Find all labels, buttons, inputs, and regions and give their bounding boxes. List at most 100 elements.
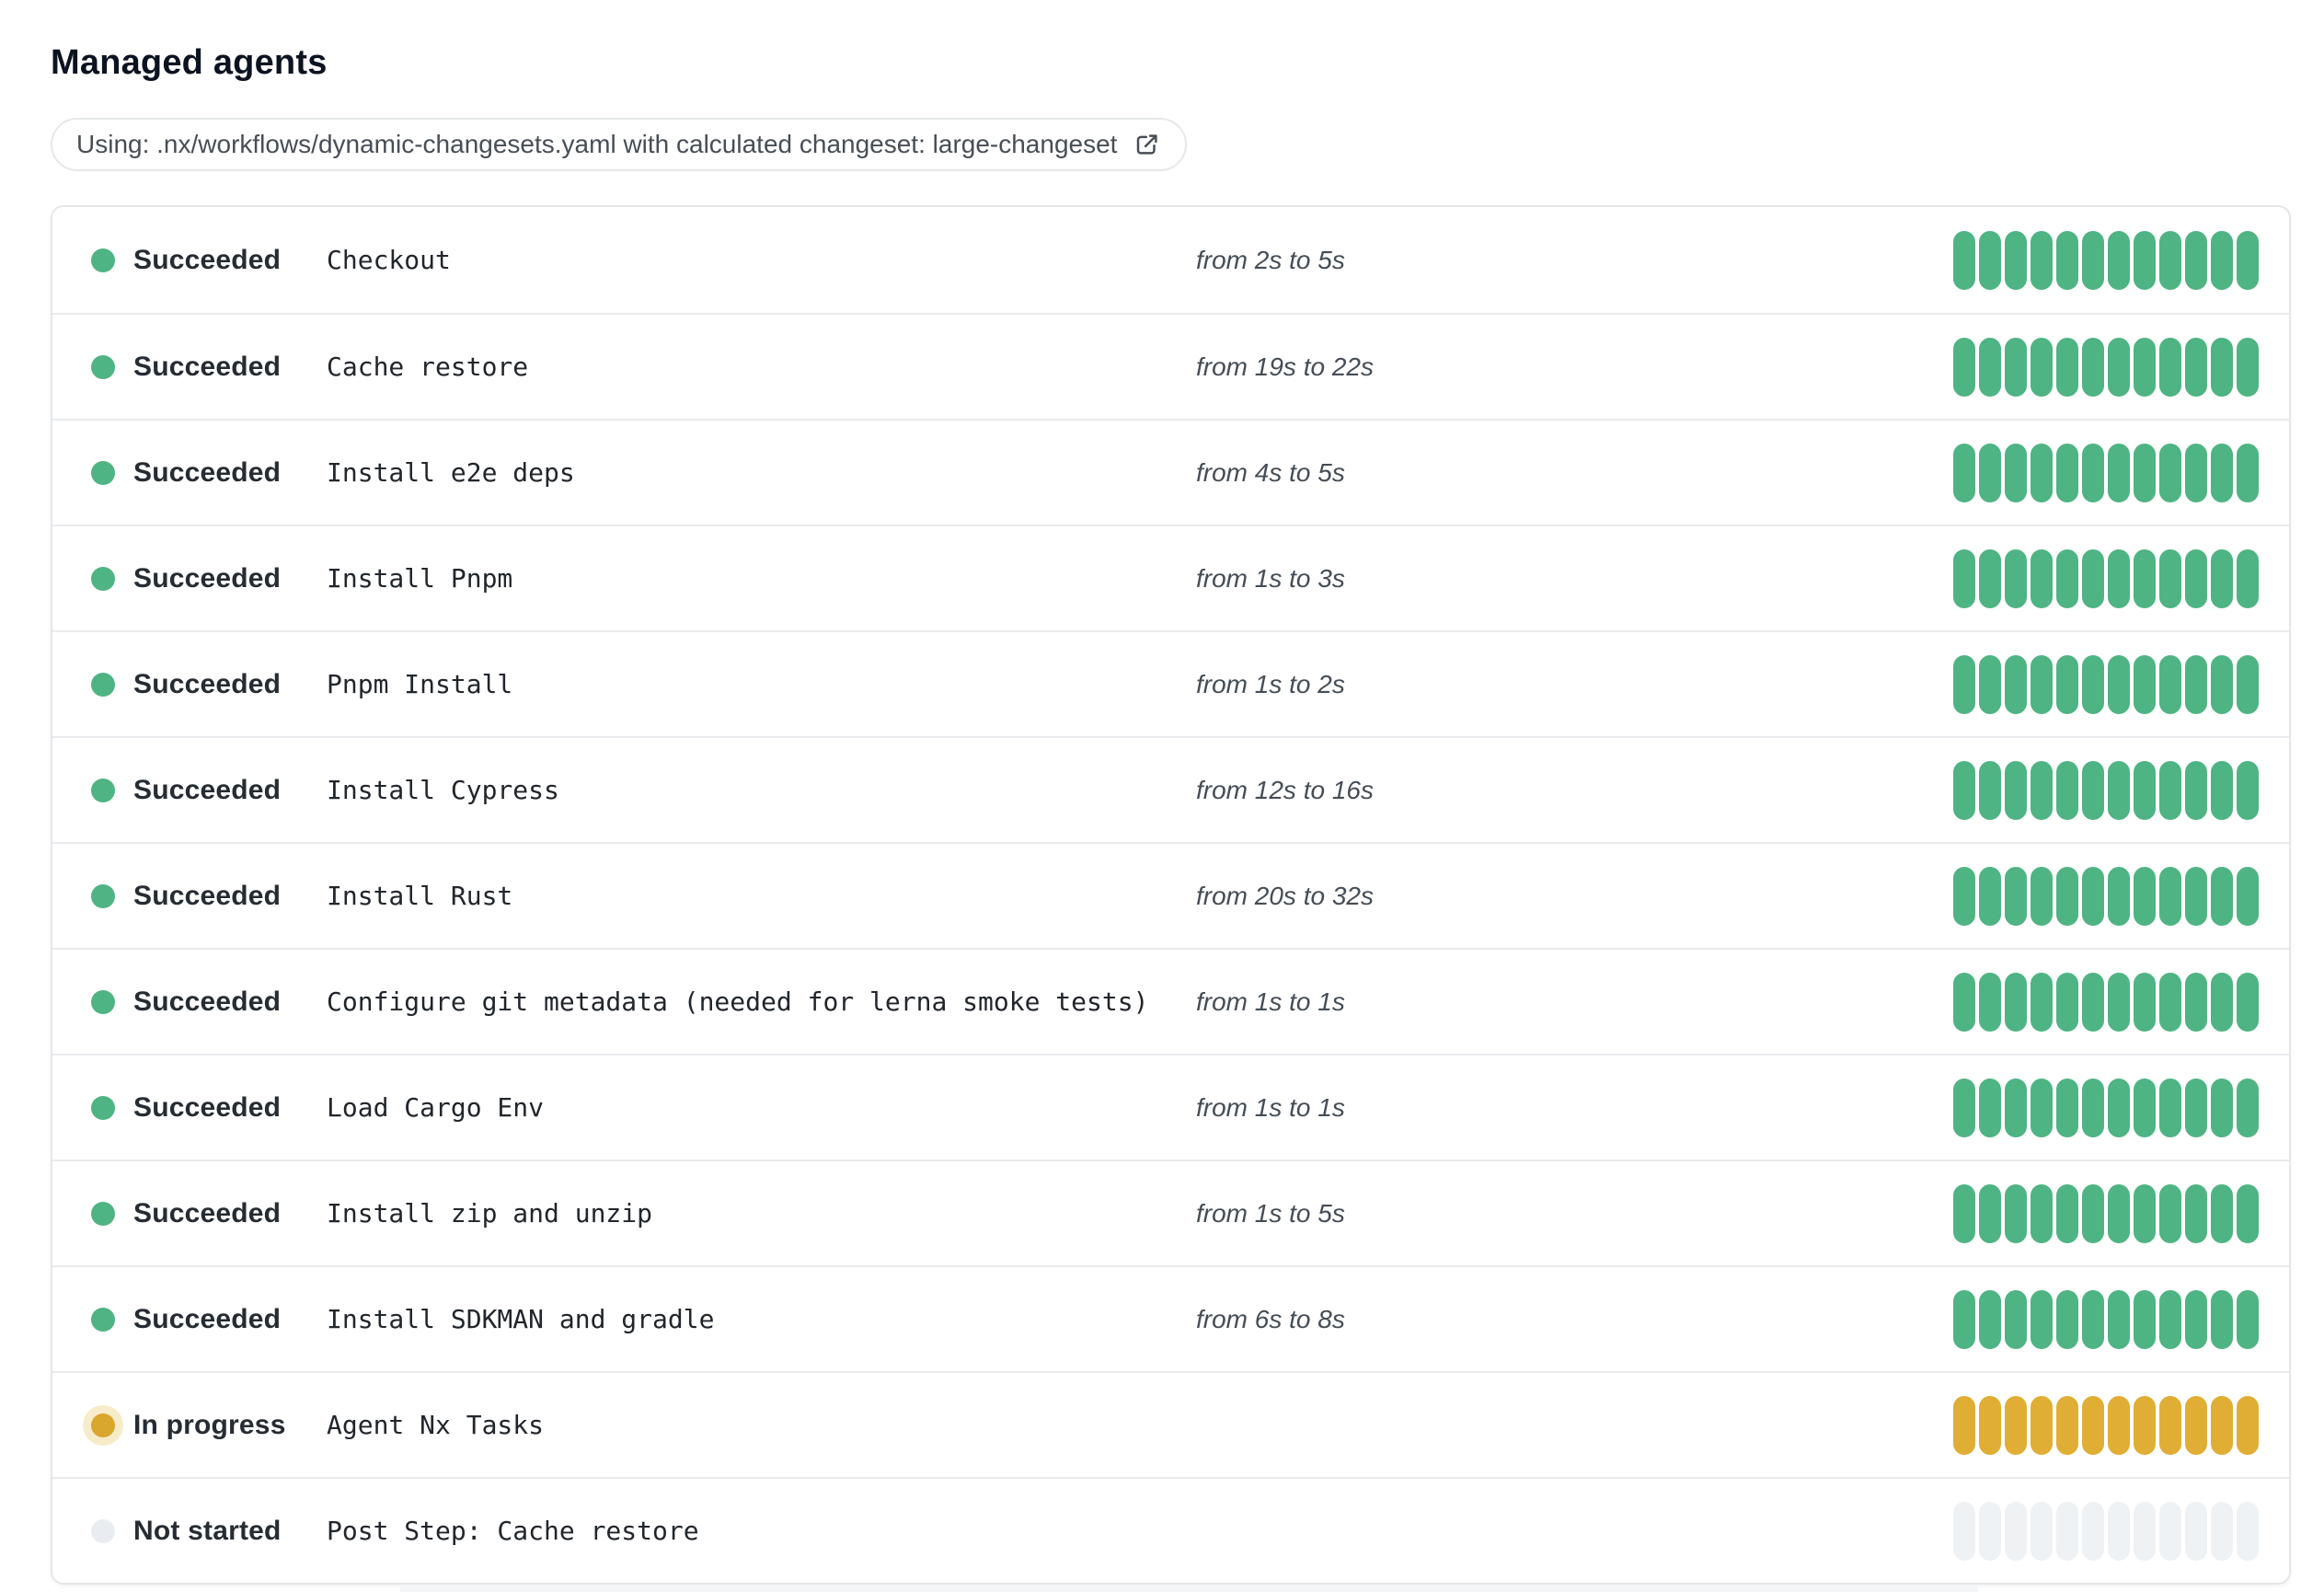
agent-segment[interactable] <box>2005 548 2027 608</box>
agent-segment[interactable] <box>2185 1078 2207 1137</box>
agent-segment[interactable] <box>2211 1078 2233 1137</box>
agent-segment[interactable] <box>2108 760 2130 820</box>
agent-segment[interactable] <box>2082 972 2104 1032</box>
agent-segment[interactable] <box>2031 866 2053 926</box>
agent-segment[interactable] <box>1979 760 2001 820</box>
agent-segment[interactable] <box>2237 443 2259 502</box>
agent-segment[interactable] <box>2056 443 2078 502</box>
agent-segment[interactable] <box>2134 443 2156 502</box>
agent-segment[interactable] <box>2159 760 2181 820</box>
agent-segment[interactable] <box>2056 1289 2078 1349</box>
agent-segment[interactable] <box>2082 654 2104 714</box>
agent-segment[interactable] <box>1953 1501 1975 1561</box>
agent-segment[interactable] <box>2237 230 2259 290</box>
agent-segment[interactable] <box>2159 1395 2181 1455</box>
agent-segment[interactable] <box>2056 760 2078 820</box>
agent-segment[interactable] <box>1953 1395 1975 1455</box>
agent-segment[interactable] <box>1953 760 1975 820</box>
agent-segment[interactable] <box>2056 337 2078 397</box>
agent-segment[interactable] <box>1953 654 1975 714</box>
agent-segment[interactable] <box>2159 230 2181 290</box>
agent-segment[interactable] <box>2108 230 2130 290</box>
agent-segment[interactable] <box>2108 654 2130 714</box>
agent-segment[interactable] <box>2211 1501 2233 1561</box>
agent-segment[interactable] <box>2159 337 2181 397</box>
step-row[interactable]: Succeeded Install zip and unzip from 1s … <box>52 1159 2289 1265</box>
agent-segment[interactable] <box>2082 1289 2104 1349</box>
agent-segment[interactable] <box>2056 654 2078 714</box>
agent-segment[interactable] <box>2005 1078 2027 1137</box>
agent-segment[interactable] <box>2108 866 2130 926</box>
agent-segment[interactable] <box>2108 1395 2130 1455</box>
agent-segment[interactable] <box>2108 337 2130 397</box>
step-row[interactable]: Succeeded Cache restore from 19s to 22s <box>52 313 2289 419</box>
agent-segment[interactable] <box>2185 337 2207 397</box>
agent-segment[interactable] <box>2031 972 2053 1032</box>
step-row[interactable]: Succeeded Install Cypress from 12s to 16… <box>52 736 2289 842</box>
step-row[interactable]: Succeeded Install SDKMAN and gradle from… <box>52 1265 2289 1371</box>
agent-segment[interactable] <box>2108 548 2130 608</box>
agent-segment[interactable] <box>2159 1289 2181 1349</box>
agent-segment[interactable] <box>2159 443 2181 502</box>
agent-segment[interactable] <box>2056 548 2078 608</box>
agent-segment[interactable] <box>1953 1183 1975 1243</box>
agent-segment[interactable] <box>2056 972 2078 1032</box>
agent-segment[interactable] <box>1979 1183 2001 1243</box>
agent-segment[interactable] <box>1979 1395 2001 1455</box>
agent-segment[interactable] <box>2056 1395 2078 1455</box>
agent-segment[interactable] <box>1953 337 1975 397</box>
agent-segment[interactable] <box>2237 337 2259 397</box>
agent-segment[interactable] <box>2237 1078 2259 1137</box>
agent-segment[interactable] <box>2237 1395 2259 1455</box>
agent-segment[interactable] <box>2237 760 2259 820</box>
agent-segment[interactable] <box>2082 760 2104 820</box>
agent-segment[interactable] <box>1953 548 1975 608</box>
agent-segment[interactable] <box>2237 1183 2259 1243</box>
workflow-source-pill[interactable]: Using: .nx/workflows/dynamic-changesets.… <box>51 118 1188 171</box>
agent-segment[interactable] <box>2005 1289 2027 1349</box>
agent-segment[interactable] <box>2005 1501 2027 1561</box>
agent-segment[interactable] <box>1979 337 2001 397</box>
agent-segment[interactable] <box>2134 1183 2156 1243</box>
step-row[interactable]: Succeeded Checkout from 2s to 5s <box>52 207 2289 313</box>
agent-segment[interactable] <box>2005 654 2027 714</box>
agent-segment[interactable] <box>2159 1078 2181 1137</box>
step-row[interactable]: Succeeded Load Cargo Env from 1s to 1s <box>52 1054 2289 1159</box>
agent-segment[interactable] <box>2134 548 2156 608</box>
agent-segment[interactable] <box>2005 337 2027 397</box>
agent-segment[interactable] <box>2237 654 2259 714</box>
agent-segment[interactable] <box>2185 230 2207 290</box>
agent-segment[interactable] <box>2134 230 2156 290</box>
agent-segment[interactable] <box>2185 443 2207 502</box>
agent-segment[interactable] <box>2211 548 2233 608</box>
agent-segment[interactable] <box>2005 760 2027 820</box>
agent-segment[interactable] <box>1979 654 2001 714</box>
agent-segment[interactable] <box>2211 1183 2233 1243</box>
agent-segment[interactable] <box>2159 972 2181 1032</box>
agent-segment[interactable] <box>1953 866 1975 926</box>
agent-segment[interactable] <box>1953 1289 1975 1349</box>
agent-segment[interactable] <box>2237 548 2259 608</box>
agent-segment[interactable] <box>1953 230 1975 290</box>
agent-segment[interactable] <box>2185 972 2207 1032</box>
agent-segment[interactable] <box>2005 1395 2027 1455</box>
agent-segment[interactable] <box>1979 972 2001 1032</box>
agent-segment[interactable] <box>1979 443 2001 502</box>
agent-segment[interactable] <box>2159 654 2181 714</box>
agent-segment[interactable] <box>2134 654 2156 714</box>
agent-segment[interactable] <box>2134 337 2156 397</box>
agent-segment[interactable] <box>2159 1501 2181 1561</box>
agent-segment[interactable] <box>2056 1501 2078 1561</box>
agent-segment[interactable] <box>2134 1289 2156 1349</box>
agent-segment[interactable] <box>2031 443 2053 502</box>
agent-segment[interactable] <box>2082 548 2104 608</box>
agent-segment[interactable] <box>2108 972 2130 1032</box>
agent-segment[interactable] <box>2237 972 2259 1032</box>
agent-segment[interactable] <box>2031 548 2053 608</box>
agent-segment[interactable] <box>2134 1078 2156 1137</box>
agent-segment[interactable] <box>2031 230 2053 290</box>
agent-segment[interactable] <box>2031 760 2053 820</box>
external-link-icon[interactable] <box>1133 131 1161 158</box>
agent-segment[interactable] <box>1979 230 2001 290</box>
step-row[interactable]: Succeeded Pnpm Install from 1s to 2s <box>52 630 2289 736</box>
